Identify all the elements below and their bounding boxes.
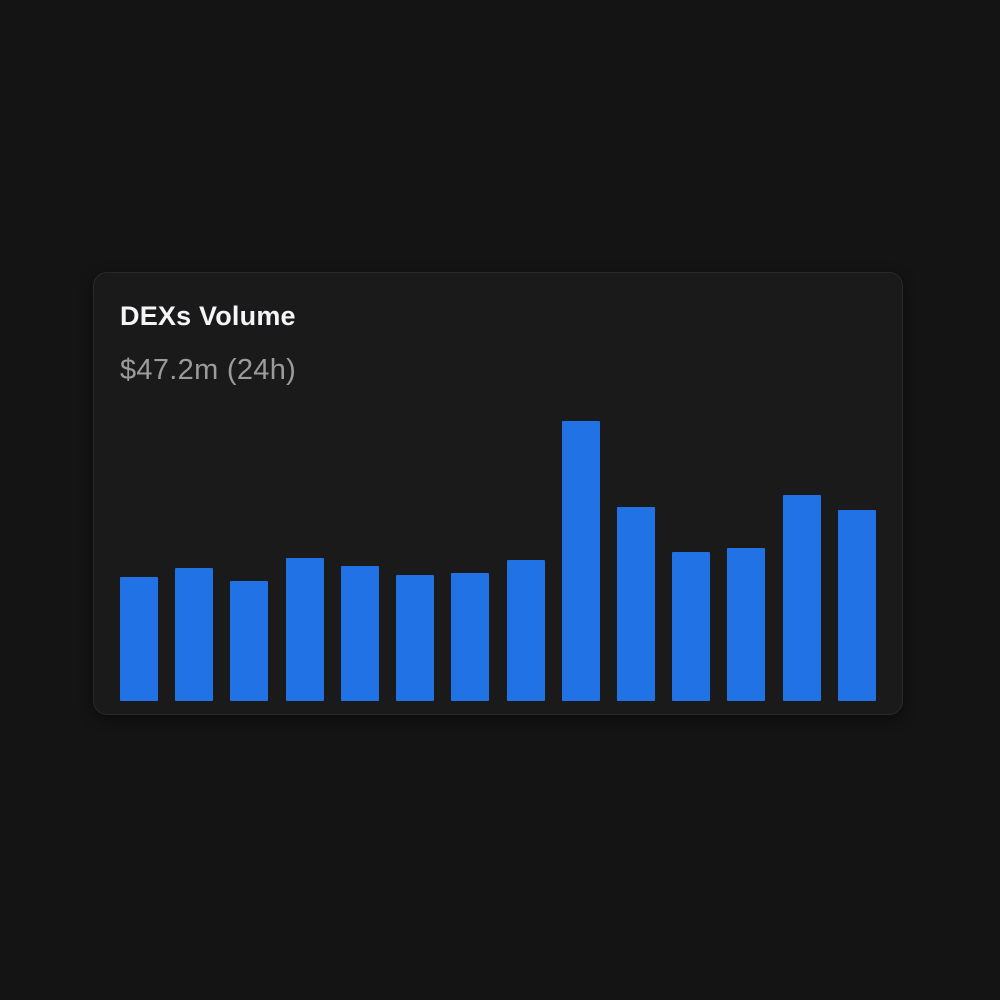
volume-bar-4[interactable] xyxy=(285,557,324,701)
dexs-volume-card: DEXs Volume $47.2m (24h) xyxy=(93,272,903,715)
volume-value: $47.2m (24h) xyxy=(120,354,297,386)
volume-bar-2[interactable] xyxy=(175,567,214,701)
volume-bar-5[interactable] xyxy=(340,565,379,701)
volume-bar-14[interactable] xyxy=(837,510,876,701)
volume-bar-6[interactable] xyxy=(396,574,435,701)
volume-bar-3[interactable] xyxy=(230,580,269,701)
volume-bar-13[interactable] xyxy=(782,495,821,701)
volume-bar-10[interactable] xyxy=(616,507,655,701)
card-title: DEXs Volume xyxy=(120,301,296,331)
volume-bar-1[interactable] xyxy=(120,576,158,701)
dexs-volume-bar-chart[interactable] xyxy=(120,421,876,701)
volume-bar-8[interactable] xyxy=(506,560,545,701)
volume-bar-9[interactable] xyxy=(561,421,600,701)
volume-bar-12[interactable] xyxy=(727,548,766,701)
volume-bar-11[interactable] xyxy=(672,551,711,701)
volume-bar-7[interactable] xyxy=(451,572,490,701)
